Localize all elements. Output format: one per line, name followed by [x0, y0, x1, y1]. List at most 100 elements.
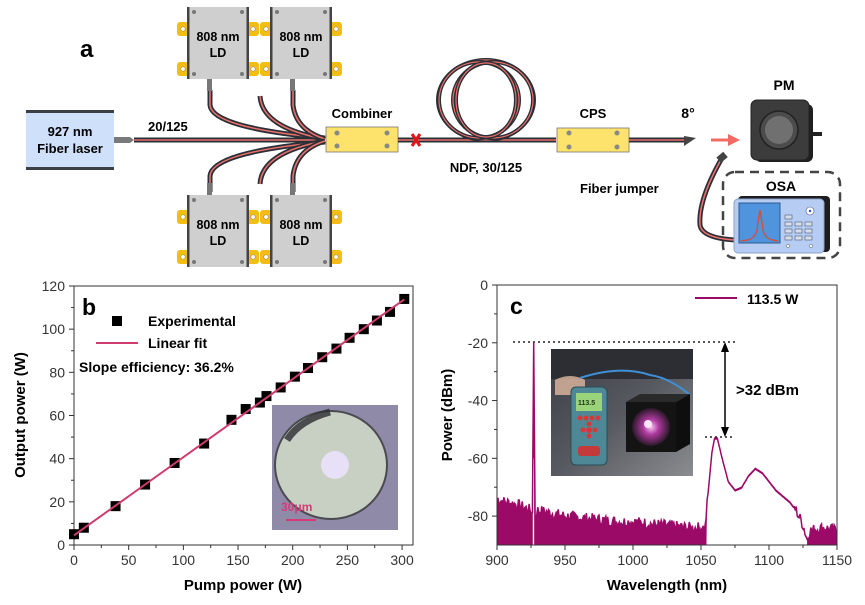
ndf-label: NDF, 30/125 [450, 160, 522, 175]
y-tick-label: 80 [49, 364, 65, 380]
y-tick-label: 0 [57, 537, 65, 553]
combiner-label: Combiner [332, 106, 393, 121]
osa-dashed-frame [721, 170, 842, 260]
suppression-annotation: >32 dBm [736, 382, 799, 399]
x-tick-label: 900 [485, 552, 509, 568]
laser-diodes: 808 nm LD 808 nm LD 808 nm LD 808 nm LD [177, 7, 342, 267]
x-tick-label: 1050 [685, 552, 716, 568]
plot-c-ylabel: Power (dBm) [439, 369, 456, 462]
panel-c-plot: 900 950 1000 1050 1100 1150 0 -20 -40 -60 -80 c 11… [439, 277, 852, 594]
spectrum-trace [496, 342, 838, 541]
plot-c-axes: 900 950 1000 1050 1100 1150 0 -20 -40 -60 -80 [468, 277, 852, 568]
panel-c-label: c [510, 293, 523, 319]
osa-keypad-icon [784, 214, 813, 241]
legend-113-5w: 113.5 W [747, 291, 799, 307]
combiner-module: Combiner [325, 106, 399, 153]
experimental-point [261, 391, 272, 402]
legend-marker-square-icon [112, 316, 122, 326]
cps-label: CPS [580, 106, 607, 121]
ld-pigtail [290, 183, 295, 195]
ld-label-line1: 808 nm [279, 30, 322, 44]
y-tick-label: -80 [468, 508, 488, 524]
laser-diode-3: 808 nm LD [177, 183, 259, 267]
fiber-cross-section-photo: 30μm [272, 405, 398, 530]
x-tick-label: 1150 [822, 552, 852, 568]
y-tick-label: 60 [49, 408, 65, 424]
experimental-point [240, 404, 251, 415]
x-tick-label: 1000 [617, 552, 648, 568]
x-tick-label: 200 [281, 552, 305, 568]
ld-pigtail [207, 183, 212, 195]
plot-b-axes: 0 50 100 150 200 250 300 0 20 40 60 80 100 120 [42, 278, 414, 568]
jumper-connector-icon [716, 151, 728, 163]
plot-b-xlabel: Pump power (W) [184, 577, 302, 594]
fiber-jumper [697, 156, 736, 243]
ld-label-line2: LD [293, 234, 310, 248]
ld-pigtail [290, 79, 295, 91]
x-tick-label: 0 [70, 552, 78, 568]
plot-c-xlabel: Wavelength (nm) [607, 577, 727, 594]
y-tick-label: -40 [468, 393, 488, 409]
ld-label-line1: 808 nm [196, 218, 239, 232]
output-arrow-icon [711, 134, 740, 146]
experimental-point [385, 306, 396, 317]
ld-label-line2: LD [210, 234, 227, 248]
y-tick-label: 120 [42, 278, 66, 294]
experimental-point [371, 315, 382, 326]
ld-label-line2: LD [210, 46, 227, 60]
scale-bar-label: 30μm [281, 500, 312, 514]
x-tick-label: 950 [553, 552, 577, 568]
x-tick-label: 150 [226, 552, 250, 568]
jumper-label: Fiber jumper [580, 181, 659, 196]
legend-experimental: Experimental [148, 313, 236, 329]
x-tick-label: 50 [121, 552, 137, 568]
x-tick-label: 300 [390, 552, 414, 568]
y-tick-label: -20 [468, 335, 488, 351]
panel-a-schematic: a 927 nm Fiber laser 20/125 [26, 7, 842, 267]
osa-instrument: OSA [721, 170, 842, 260]
osa-screen-peak-icon [740, 209, 779, 242]
pm-label: PM [774, 77, 795, 93]
y-tick-label: 0 [480, 277, 488, 293]
power-meter-photo: 113.5 [551, 349, 693, 476]
x-tick-label: 1100 [754, 552, 784, 568]
linear-fit-layer [73, 298, 405, 537]
panel-a-label: a [80, 36, 94, 63]
ld-label-line1: 808 nm [279, 218, 322, 232]
fiber-laser-box: 927 nm Fiber laser [26, 110, 134, 170]
slope-efficiency-annotation: Slope efficiency: 36.2% [79, 359, 234, 375]
laser-diode-4: 808 nm LD [260, 183, 342, 267]
y-tick-label: 100 [42, 321, 66, 337]
double-arrow-icon [721, 342, 729, 437]
legend-linear-fit: Linear fit [148, 335, 207, 351]
ld-label-line2: LD [293, 46, 310, 60]
spectrum-layer [496, 342, 838, 545]
ld-pigtail [207, 79, 212, 91]
splice-mark-icon [410, 133, 422, 147]
linear-fit-line [73, 298, 405, 537]
fiber-coil [436, 58, 536, 142]
experimental-point [226, 414, 237, 425]
angled-end-cap-icon [684, 136, 696, 146]
x-tick-label: 250 [336, 552, 360, 568]
plot-b-legend: Experimental Linear fit Slope efficiency… [79, 313, 236, 375]
panel-b-label: b [82, 294, 96, 320]
fiber-laser-line2: Fiber laser [37, 141, 103, 156]
plot-b-ylabel: Output power (W) [12, 352, 29, 478]
laser-diode-1: 808 nm LD [177, 7, 259, 91]
osa-label: OSA [766, 178, 796, 194]
y-tick-label: 20 [49, 494, 65, 510]
panel-b-plot: 0 50 100 150 200 250 300 0 20 40 60 80 100 120 b 30μm… [12, 278, 414, 594]
x-tick-label: 100 [172, 552, 196, 568]
angle-label: 8° [681, 105, 694, 121]
fiber-laser-line1: 927 nm [48, 124, 93, 139]
cps-module: CPS [556, 106, 630, 153]
ld-label-line1: 808 nm [196, 30, 239, 44]
fiber-spec-label: 20/125 [148, 119, 188, 134]
experimental-point [399, 293, 410, 304]
spectrum-notch [532, 458, 535, 545]
svg-text:113.5: 113.5 [578, 400, 595, 407]
spectrum-gap [706, 439, 808, 545]
pump-fibers [207, 90, 326, 192]
